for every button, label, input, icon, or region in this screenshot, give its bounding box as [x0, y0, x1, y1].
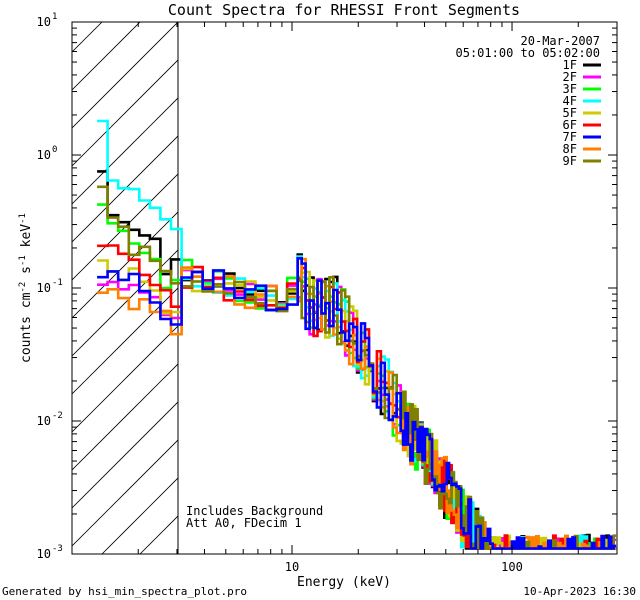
y-tick-label: 10	[37, 148, 51, 162]
hatch-line	[72, 439, 178, 547]
legend-label-2F: 2F	[563, 70, 577, 84]
hatch-line	[72, 135, 178, 243]
hatch-line	[72, 22, 178, 129]
legend-label-8F: 8F	[563, 142, 577, 156]
footer-generated-by: Generated by hsi_min_spectra_plot.pro	[2, 585, 247, 598]
legend-label-6F: 6F	[563, 118, 577, 132]
hatch-line	[72, 59, 178, 167]
y-tick-label: 10	[37, 414, 51, 428]
annotation-attenuator: Att A0, FDecim 1	[186, 516, 302, 530]
hatch-line	[72, 211, 178, 319]
time-range-label: 05:01:00 to 05:02:00	[456, 46, 601, 60]
x-tick-label: 10	[285, 560, 299, 574]
y-tick-exponent: -2	[52, 411, 63, 421]
y-tick-exponent: 0	[52, 145, 57, 155]
date-label: 20-Mar-2007	[521, 34, 600, 48]
y-tick-exponent: -3	[52, 544, 63, 554]
hatch-line	[72, 97, 178, 205]
hatch-line	[72, 249, 178, 357]
series-lines	[97, 119, 617, 550]
hatch-line	[72, 363, 178, 471]
hatched-region	[72, 22, 178, 554]
annotation-background: Includes Background	[186, 504, 323, 518]
legend-label-5F: 5F	[563, 106, 577, 120]
hatch-line	[72, 401, 178, 509]
legend-label-7F: 7F	[563, 130, 577, 144]
x-tick-label: 100	[501, 560, 523, 574]
series-line-7F	[97, 256, 617, 550]
hatch-line	[139, 515, 178, 554]
hatch-line	[72, 287, 178, 395]
legend-label-4F: 4F	[563, 94, 577, 108]
series-line-3F	[97, 203, 617, 550]
legend-label-1F: 1F	[563, 58, 577, 72]
footer-timestamp: 10-Apr-2023 16:30	[523, 585, 636, 598]
y-tick-label: 10	[37, 281, 51, 295]
y-tick-label: 10	[37, 547, 51, 561]
hatch-line	[101, 477, 178, 554]
legend-label-9F: 9F	[563, 154, 577, 168]
y-tick-exponent: 1	[52, 12, 57, 22]
hatch-line	[72, 325, 178, 433]
chart-title: Count Spectra for RHESSI Front Segments	[168, 1, 520, 19]
hatch-line	[72, 173, 178, 281]
y-tick-exponent: -1	[52, 278, 63, 288]
legend-label-3F: 3F	[563, 82, 577, 96]
y-axis-label: counts cm-2 s-1 keV-1	[18, 213, 34, 363]
x-axis-label: Energy (keV)	[297, 575, 391, 590]
plot-frame	[71, 21, 618, 555]
y-tick-label: 10	[37, 15, 51, 29]
series-line-8F	[97, 257, 617, 550]
